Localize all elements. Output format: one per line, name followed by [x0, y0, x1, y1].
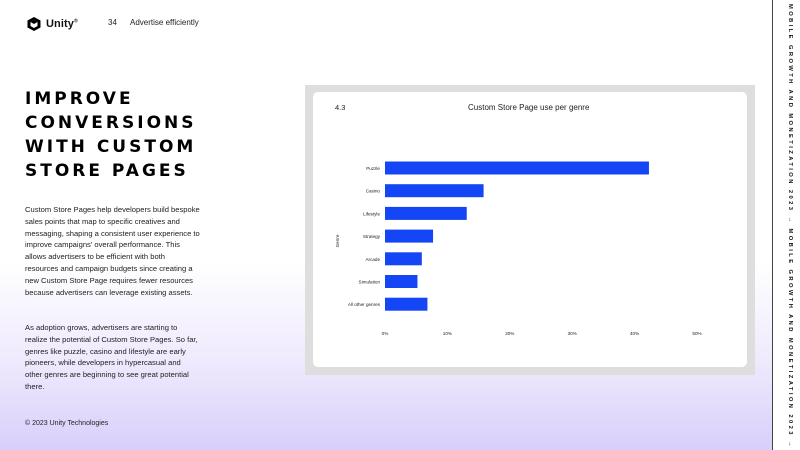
heading-line: STORE PAGES — [25, 161, 189, 181]
chart-card — [313, 92, 747, 367]
bar — [385, 206, 467, 220]
section-title: Advertise efficiently — [130, 18, 199, 27]
bar — [385, 161, 649, 175]
category-label: Strategy — [363, 234, 381, 239]
x-tick-label: 20% — [505, 331, 514, 336]
category-label: Simulation — [359, 280, 381, 285]
unity-cube-icon — [27, 17, 41, 31]
chart-figure-number: 4.3 — [335, 103, 346, 112]
side-banner-text: MOBILE GROWTH AND MONETIZATION 2023 → MO… — [787, 4, 793, 450]
body-paragraph-2: As adoption grows, advertisers are start… — [25, 323, 198, 391]
x-tick-label: 0% — [382, 331, 389, 336]
x-tick-label: 30% — [568, 331, 577, 336]
page-heading: IMPROVE CONVERSIONS WITH CUSTOM STORE PA… — [25, 87, 200, 183]
page-number: 34 — [108, 18, 117, 27]
x-tick-label: 50% — [692, 331, 701, 336]
body-paragraph-1: Custom Store Pages help developers build… — [25, 205, 200, 297]
heading-line: IMPROVE — [25, 89, 134, 109]
chart-title: Custom Store Page use per genre — [468, 103, 590, 112]
y-axis-label: Genre — [335, 234, 340, 247]
bar — [385, 184, 484, 198]
bar — [385, 297, 428, 311]
bar — [385, 229, 434, 243]
category-label: Casino — [366, 189, 381, 194]
bar — [385, 275, 418, 288]
category-label: Lifestyle — [363, 211, 380, 216]
logo-text: Unity® — [46, 18, 78, 30]
x-tick-label: 10% — [443, 331, 452, 336]
category-label: All other genres — [348, 302, 381, 307]
bar-chart: Puzzle Casino Lifestyle Strategy Arcade Simul… — [335, 161, 702, 336]
x-tick-label: 40% — [630, 331, 639, 336]
bar — [385, 252, 422, 266]
heading-line: WITH CUSTOM — [25, 137, 197, 157]
category-label: Arcade — [365, 257, 380, 262]
heading-line: CONVERSIONS — [25, 113, 197, 133]
copyright: © 2023 Unity Technologies — [25, 420, 109, 427]
side-banner — [772, 0, 800, 450]
unity-logo: Unity® — [26, 16, 78, 32]
category-label: Puzzle — [366, 166, 380, 171]
